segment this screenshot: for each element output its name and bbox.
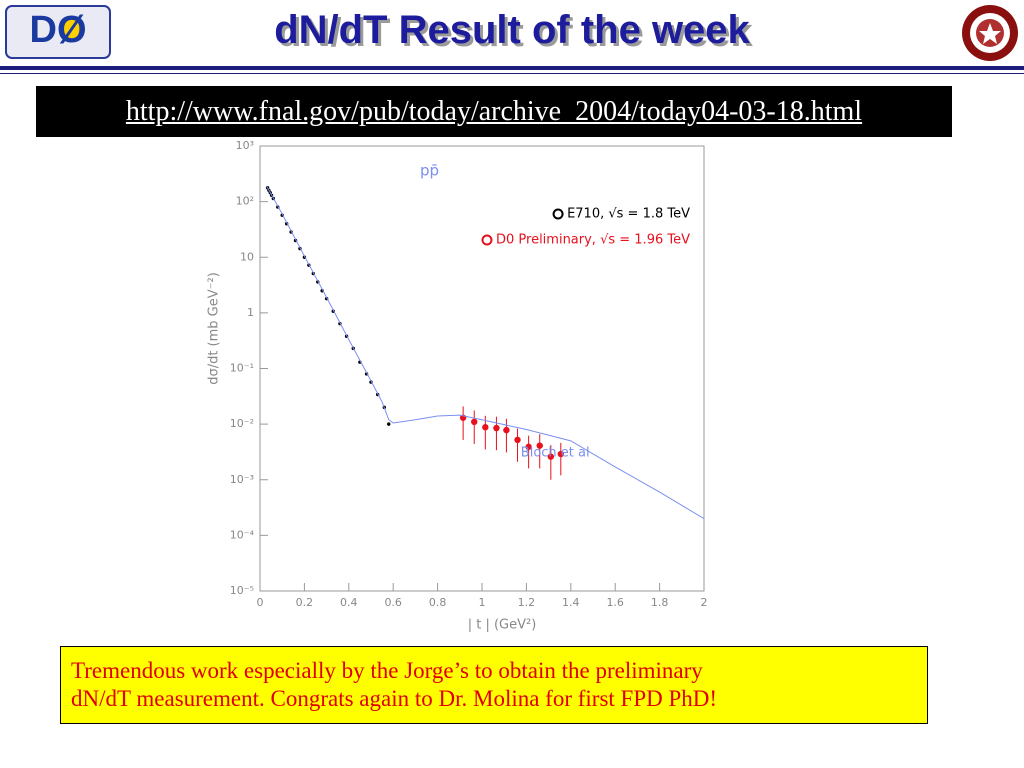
- data-point: [493, 424, 500, 432]
- y-tick-label: 1: [247, 306, 254, 319]
- model-curve: [266, 185, 705, 520]
- y-tick-label: 10⁻¹: [230, 362, 254, 375]
- logo-left: DØ: [5, 5, 111, 59]
- x-tick-label: 0: [257, 596, 264, 609]
- data-point: [514, 436, 521, 444]
- y-tick-label: 10³: [236, 139, 254, 152]
- data-point: [471, 418, 478, 426]
- legend-label: D0 Preliminary, √s = 1.96 TeV: [496, 233, 690, 248]
- x-tick-label: 1.6: [606, 596, 624, 609]
- legend-label: E710, √s = 1.8 TeV: [567, 207, 690, 222]
- x-axis-label: | t | (GeV²): [468, 618, 537, 633]
- legend-marker: [552, 208, 564, 220]
- y-tick-label: 10²: [236, 195, 254, 208]
- data-point: [387, 422, 391, 426]
- x-tick-label: 0.6: [384, 596, 402, 609]
- y-tick-label: 10⁻³: [230, 473, 254, 486]
- caption-line: Tremendous work especially by the Jorge’…: [71, 658, 703, 683]
- y-tick-label: 10: [240, 250, 254, 263]
- y-tick-label: 10⁻⁴: [230, 528, 255, 541]
- x-tick-label: 1.2: [518, 596, 536, 609]
- caption-line: dN/dT measurement. Congrats again to Dr.…: [71, 686, 718, 711]
- chart: 0 0.2 0.4 0.6 0.8 1 1.2 1.4 1.6 1.8 2 10⁻⁵ 10⁻⁴ 10⁻³ 1…: [207, 139, 708, 633]
- legend-marker: [481, 234, 493, 246]
- data-point: [536, 442, 543, 449]
- x-tick-label: 1.8: [651, 596, 669, 609]
- header-rule: [0, 73, 1024, 74]
- slide-title: dN/dT Result of the week: [274, 8, 750, 52]
- x-tick-label: 0.2: [296, 596, 314, 609]
- annotation: pp̄: [420, 162, 439, 180]
- x-tick-label: 0.8: [429, 596, 447, 609]
- link[interactable]: http://www.fnal.gov/pub/today/archive_20…: [36, 86, 952, 137]
- y-tick-label: 10⁻²: [230, 417, 254, 430]
- data-point: [525, 443, 532, 451]
- logo-text: DØ: [30, 9, 87, 51]
- caption-box: Tremendous work especially by the Jorge’…: [60, 646, 928, 724]
- y-tick-label: 10⁻⁵: [230, 584, 254, 597]
- x-tick-label: 0.4: [340, 596, 358, 609]
- data-point: [547, 453, 555, 460]
- header-rule: [0, 66, 1024, 70]
- data-point: [503, 426, 510, 434]
- data-point: [482, 424, 489, 431]
- y-axis-label: dσ/dt (mb GeV⁻²): [207, 272, 222, 385]
- x-tick-label: 1: [479, 596, 486, 609]
- logo-right: [962, 5, 1018, 61]
- x-tick-label: 1.4: [562, 596, 580, 609]
- curve-label: Bloch et al: [521, 445, 590, 460]
- data-point: [557, 450, 565, 458]
- x-tick-label: 2: [701, 596, 708, 609]
